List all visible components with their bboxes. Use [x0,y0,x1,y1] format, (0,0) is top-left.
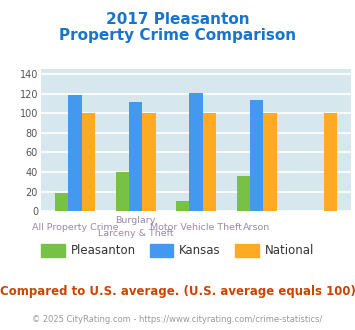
Text: All Property Crime: All Property Crime [32,223,118,232]
Bar [68,95,82,211]
Text: Motor Vehicle Theft: Motor Vehicle Theft [150,223,242,232]
Text: Property Crime Comparison: Property Crime Comparison [59,28,296,43]
Text: 2017 Pleasanton: 2017 Pleasanton [106,12,249,26]
Bar [55,193,68,211]
Text: Arson: Arson [243,223,271,232]
Text: Larceny & Theft: Larceny & Theft [98,229,173,238]
Bar [142,113,155,211]
Bar [115,172,129,211]
Bar [203,113,216,211]
Bar [324,113,337,211]
Text: Compared to U.S. average. (U.S. average equals 100): Compared to U.S. average. (U.S. average … [0,285,355,298]
Text: © 2025 CityRating.com - https://www.cityrating.com/crime-statistics/: © 2025 CityRating.com - https://www.city… [32,315,323,324]
Bar [190,93,203,211]
Bar [82,113,95,211]
Bar [176,201,190,211]
Bar [250,100,263,211]
Legend: Pleasanton, Kansas, National: Pleasanton, Kansas, National [36,239,319,262]
Bar [263,113,277,211]
Text: Burglary: Burglary [115,216,156,225]
Bar [237,176,250,211]
Bar [129,102,142,211]
